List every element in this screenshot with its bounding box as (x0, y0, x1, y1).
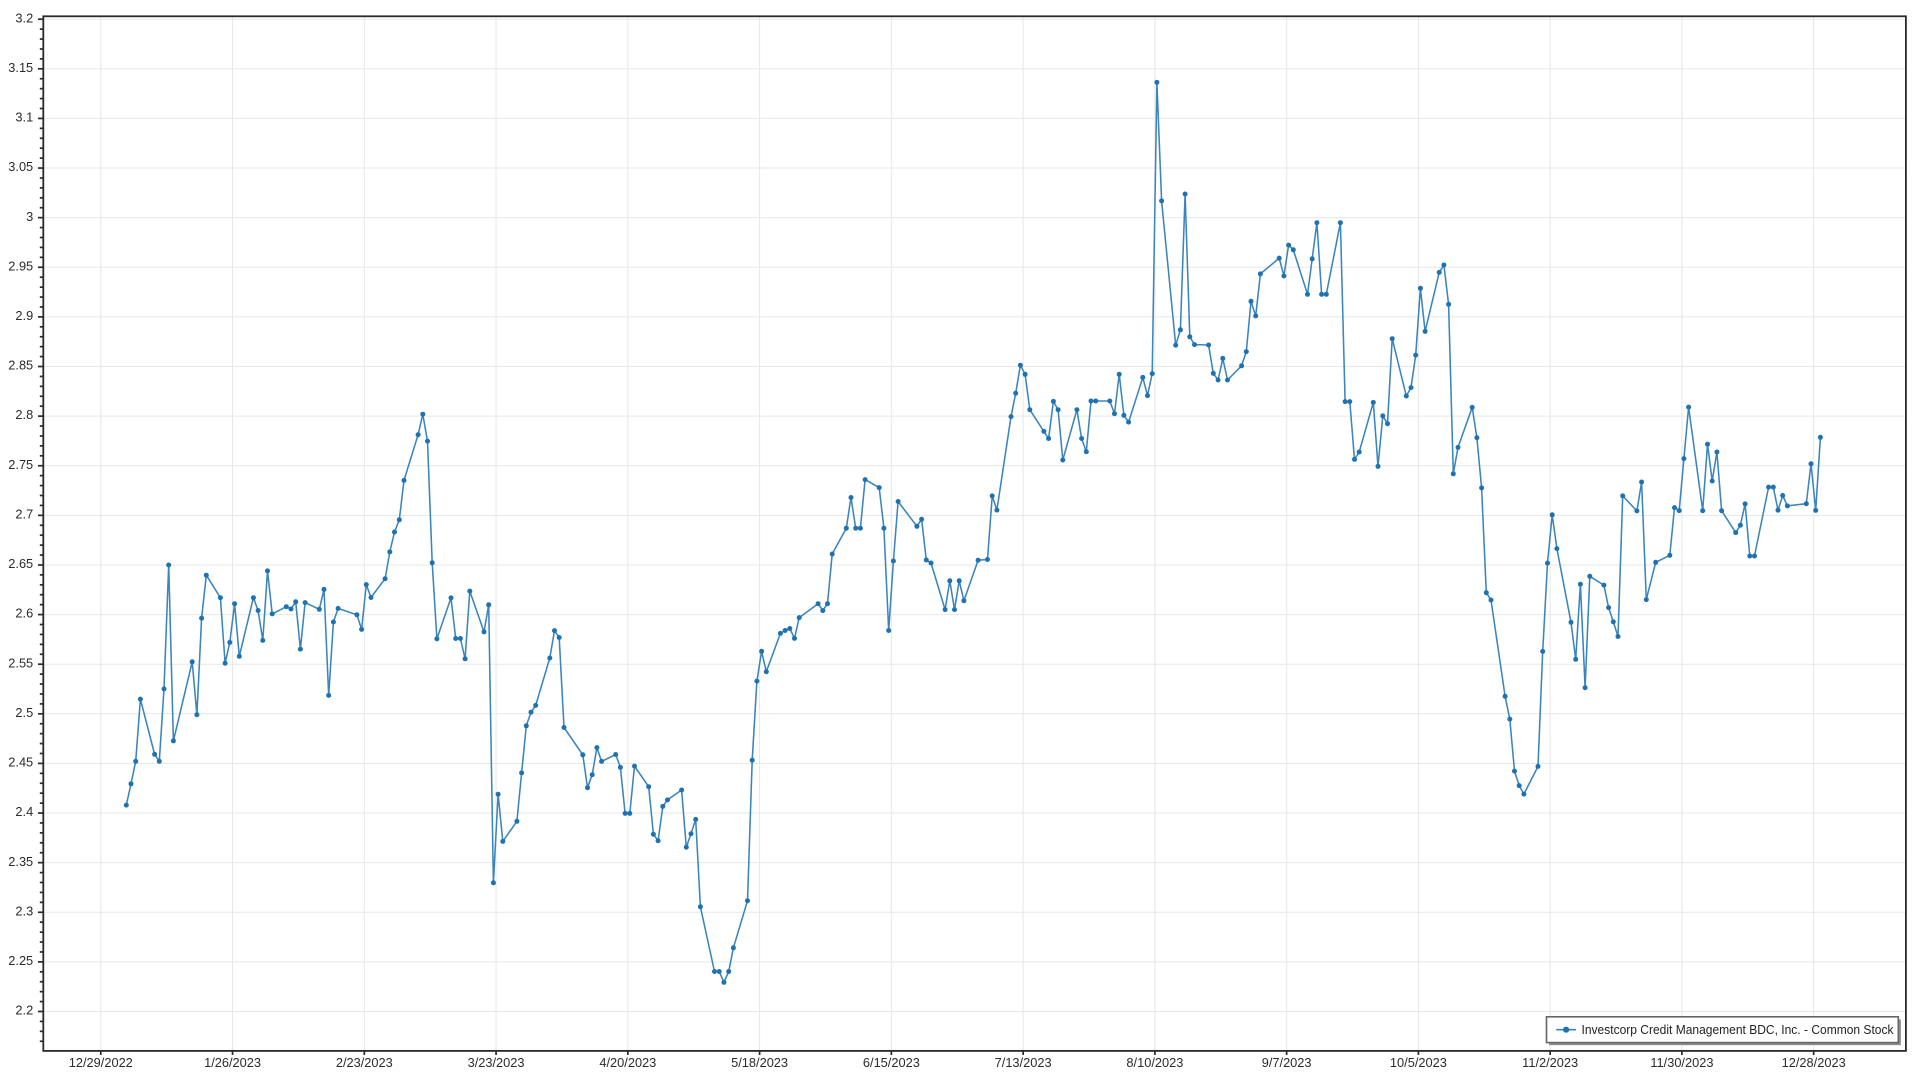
svg-text:Investcorp Credit Management B: Investcorp Credit Management BDC, Inc. -… (1582, 1022, 1895, 1037)
svg-text:2.2: 2.2 (15, 1003, 33, 1018)
svg-text:6/15/2023: 6/15/2023 (863, 1055, 920, 1070)
svg-text:7/13/2023: 7/13/2023 (995, 1055, 1052, 1070)
svg-text:2.7: 2.7 (15, 506, 33, 521)
svg-text:2.75: 2.75 (8, 457, 33, 472)
svg-text:3: 3 (26, 209, 33, 224)
svg-text:12/28/2023: 12/28/2023 (1782, 1055, 1846, 1070)
svg-text:1/26/2023: 1/26/2023 (204, 1055, 261, 1070)
svg-text:2.65: 2.65 (8, 556, 33, 571)
svg-text:2.4: 2.4 (15, 804, 33, 819)
svg-text:3.2: 3.2 (15, 10, 33, 25)
svg-text:2/23/2023: 2/23/2023 (336, 1055, 393, 1070)
svg-text:2.45: 2.45 (8, 755, 33, 770)
svg-text:2.8: 2.8 (15, 407, 33, 422)
svg-text:8/10/2023: 8/10/2023 (1126, 1055, 1183, 1070)
svg-text:3.15: 3.15 (8, 60, 33, 75)
svg-text:3.05: 3.05 (8, 159, 33, 174)
svg-text:2.55: 2.55 (8, 655, 33, 670)
svg-text:2.95: 2.95 (8, 258, 33, 273)
svg-text:10/5/2023: 10/5/2023 (1390, 1055, 1447, 1070)
svg-text:2.85: 2.85 (8, 358, 33, 373)
svg-text:12/29/2022: 12/29/2022 (69, 1055, 133, 1070)
svg-text:2.5: 2.5 (15, 705, 33, 720)
svg-text:2.3: 2.3 (15, 903, 33, 918)
svg-text:3/23/2023: 3/23/2023 (468, 1055, 525, 1070)
svg-text:2.25: 2.25 (8, 953, 33, 968)
svg-text:9/7/2023: 9/7/2023 (1262, 1055, 1312, 1070)
svg-text:2.9: 2.9 (15, 308, 33, 323)
svg-text:2.35: 2.35 (8, 854, 33, 869)
svg-text:4/20/2023: 4/20/2023 (599, 1055, 656, 1070)
svg-text:11/30/2023: 11/30/2023 (1650, 1055, 1713, 1070)
svg-text:2.6: 2.6 (15, 606, 33, 621)
svg-text:11/2/2023: 11/2/2023 (1522, 1055, 1578, 1070)
svg-text:5/18/2023: 5/18/2023 (731, 1055, 788, 1070)
svg-text:3.1: 3.1 (15, 110, 33, 125)
